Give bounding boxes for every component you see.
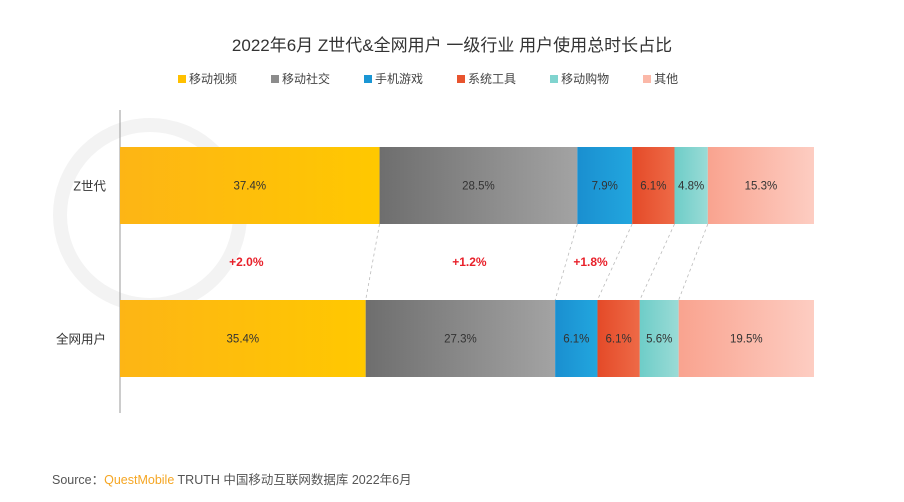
source-rest: TRUTH 中国移动互联网数据库 2022年6月	[174, 473, 412, 487]
connector-line	[639, 223, 675, 301]
legend-swatch	[457, 74, 466, 83]
bar-segment	[555, 300, 598, 377]
data-label: 4.8%	[678, 181, 704, 193]
legend-item: 移动视频	[178, 70, 237, 87]
data-label: 19.5%	[730, 334, 763, 346]
legend: 移动视频 移动社交 手机游戏 系统工具 移动购物 其他	[178, 70, 678, 87]
bar-segment	[639, 300, 679, 377]
category-label: 全网用户	[56, 332, 106, 347]
connector-line	[597, 223, 633, 301]
connector-line	[678, 223, 709, 301]
source-prefix: Source：	[52, 473, 105, 487]
bar-segment	[365, 300, 556, 377]
source-note: Source：QuestMobile TRUTH 中国移动互联网数据库 2022…	[52, 469, 412, 488]
legend-item: 系统工具	[457, 70, 516, 87]
bar-segment	[577, 147, 633, 224]
data-label: 37.4%	[233, 181, 266, 193]
legend-label: 手机游戏	[375, 72, 424, 86]
legend-swatch	[643, 74, 652, 83]
connector-line	[554, 223, 578, 301]
connector-line	[365, 223, 380, 301]
bar-segment	[120, 300, 366, 377]
legend-label: 系统工具	[468, 72, 517, 86]
bar-segment	[707, 147, 814, 224]
legend-item: 移动社交	[271, 70, 330, 87]
data-label: 7.9%	[592, 181, 618, 193]
legend-swatch	[271, 74, 280, 83]
data-label: 6.1%	[606, 334, 632, 346]
legend-swatch	[550, 74, 559, 83]
bar-segment	[674, 147, 708, 224]
legend-label: 移动社交	[282, 72, 331, 86]
legend-item: 其他	[643, 70, 678, 87]
data-label: 5.6%	[646, 334, 672, 346]
data-label: 15.3%	[745, 181, 778, 193]
legend-item: 手机游戏	[364, 70, 423, 87]
legend-item: 移动购物	[550, 70, 609, 87]
legend-swatch	[364, 74, 373, 83]
legend-label: 其他	[654, 72, 679, 86]
source-brand: QuestMobile	[104, 473, 175, 487]
chart-title: 2022年6月 Z世代&全网用户 一级行业 用户使用总时长占比	[231, 36, 673, 55]
legend-label: 移动视频	[189, 72, 238, 86]
category-label: Z世代	[73, 180, 106, 194]
data-label: 28.5%	[462, 181, 495, 193]
bar-segment	[632, 147, 675, 224]
difference-annotation: +1.2%	[452, 255, 487, 269]
data-label: 27.3%	[444, 334, 477, 346]
bar-segment	[678, 300, 814, 377]
bar-segment	[120, 147, 380, 224]
legend-label: 移动购物	[561, 72, 610, 86]
bar-segment	[379, 147, 578, 224]
data-label: 6.1%	[640, 181, 666, 193]
bar-segment	[597, 300, 640, 377]
data-label: 35.4%	[227, 334, 260, 346]
data-label: 6.1%	[563, 334, 589, 346]
difference-annotation: +2.0%	[229, 255, 264, 269]
difference-annotation: +1.8%	[573, 255, 608, 269]
legend-swatch	[178, 74, 186, 83]
